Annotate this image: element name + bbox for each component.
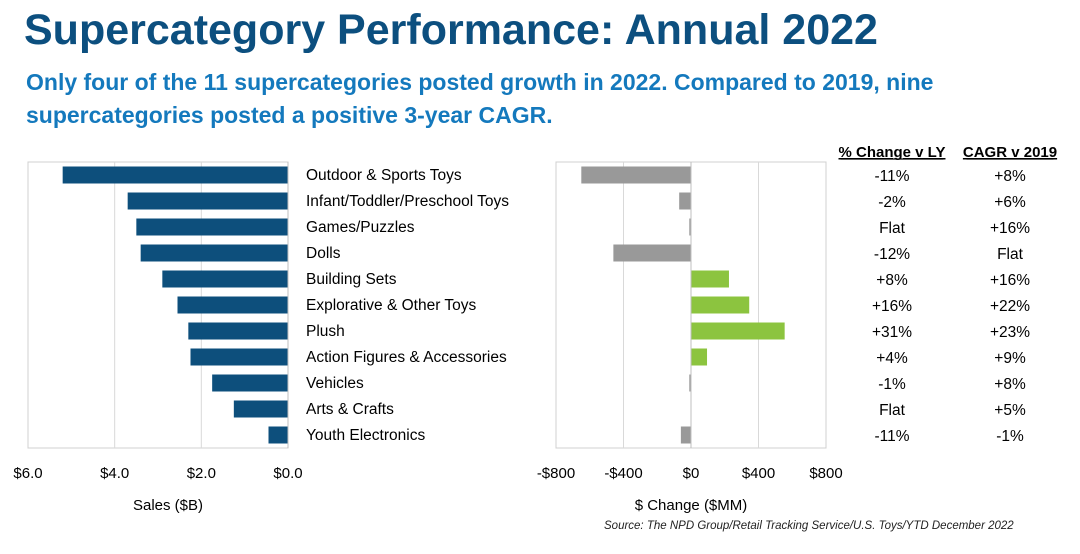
- table-cell: +16%: [872, 298, 912, 315]
- sales-bar: [140, 244, 288, 262]
- change-bar: [680, 426, 691, 444]
- change-bar: [689, 218, 691, 236]
- metrics-table: % Change v LY CAGR v 2019 -11% +8% -2% +6% Fla…: [839, 144, 1058, 445]
- x-axis-title: $ Change ($MM): [635, 497, 748, 514]
- sales-bar: [127, 192, 289, 210]
- x-tick-label: $4.0: [100, 465, 129, 482]
- change-bar: [691, 322, 785, 340]
- change-bar: [613, 244, 691, 262]
- change-bar: [581, 166, 691, 184]
- x-tick-label: -$400: [604, 465, 642, 482]
- category-label: Dolls: [306, 245, 341, 262]
- x-tick-label: $0.0: [273, 465, 302, 482]
- x-tick-label: $6.0: [13, 465, 42, 482]
- sales-bar: [190, 348, 288, 366]
- category-label: Explorative & Other Toys: [306, 297, 477, 314]
- table-cell: -11%: [874, 428, 909, 445]
- page-title: Supercategory Performance: Annual 2022: [24, 6, 878, 54]
- table-cell: +16%: [990, 272, 1030, 289]
- source-note: Source: The NPD Group/Retail Tracking Se…: [604, 520, 1014, 532]
- x-tick-label: $800: [809, 465, 842, 482]
- table-cell: -2%: [878, 194, 906, 211]
- change-bar: [689, 374, 691, 392]
- table-cell: +5%: [994, 402, 1026, 419]
- table-cell: Flat: [997, 246, 1024, 263]
- category-label: Building Sets: [306, 271, 397, 288]
- sales-bar: [62, 166, 288, 184]
- table-cell: -1%: [996, 428, 1024, 445]
- change-bar: [679, 192, 691, 210]
- table-cell: -11%: [874, 168, 909, 185]
- table-cell: +23%: [990, 324, 1030, 341]
- table-column-header: CAGR v 2019: [963, 144, 1057, 161]
- change-bar-chart: -$800 -$400 $0 $400 $800 $ Change ($MM): [537, 161, 843, 514]
- sales-bar: [188, 322, 288, 340]
- page-subtitle: Only four of the 11 supercategories post…: [26, 69, 934, 128]
- change-bar: [691, 296, 750, 314]
- sales-bar: [136, 218, 288, 236]
- table-cell: +9%: [994, 350, 1026, 367]
- sales-bar: [177, 296, 288, 314]
- table-cell: +31%: [872, 324, 912, 341]
- category-label: Games/Puzzles: [306, 219, 415, 236]
- table-cell: +4%: [876, 350, 908, 367]
- sales-bar: [212, 374, 288, 392]
- category-label: Vehicles: [306, 375, 364, 392]
- category-label: Outdoor & Sports Toys: [306, 167, 462, 184]
- category-label: Infant/Toddler/Preschool Toys: [306, 193, 509, 210]
- table-cell: +22%: [990, 298, 1030, 315]
- table-cell: Flat: [879, 220, 906, 237]
- x-tick-label: $2.0: [187, 465, 216, 482]
- table-cell: +8%: [994, 376, 1026, 393]
- change-bar: [691, 270, 729, 288]
- table-cell: +16%: [990, 220, 1030, 237]
- x-tick-label: -$800: [537, 465, 575, 482]
- table-cell: +8%: [876, 272, 908, 289]
- sales-bar: [233, 400, 288, 418]
- category-label: Youth Electronics: [306, 427, 425, 444]
- table-column-header: % Change v LY: [839, 144, 946, 161]
- table-cell: Flat: [879, 402, 906, 419]
- x-axis-title: Sales ($B): [133, 497, 203, 514]
- category-label: Action Figures & Accessories: [306, 349, 507, 366]
- sales-bar-chart: $6.0 $4.0 $2.0 $0.0 Sales ($B): [13, 161, 303, 514]
- x-tick-label: $400: [742, 465, 775, 482]
- category-labels: Outdoor & Sports Toys Infant/Toddler/Pres…: [306, 167, 509, 444]
- table-cell: +6%: [994, 194, 1026, 211]
- table-cell: -12%: [874, 246, 910, 263]
- change-bar: [691, 348, 708, 366]
- table-cell: -1%: [878, 376, 906, 393]
- category-label: Plush: [306, 323, 345, 340]
- sales-bar: [268, 426, 288, 444]
- category-label: Arts & Crafts: [306, 401, 394, 418]
- table-cell: +8%: [994, 168, 1026, 185]
- x-tick-label: $0: [683, 465, 700, 482]
- sales-bar: [162, 270, 288, 288]
